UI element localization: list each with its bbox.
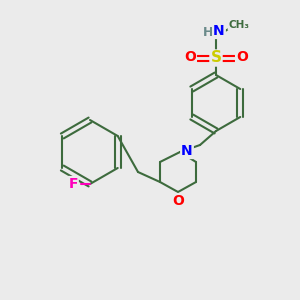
Text: H: H [203, 26, 213, 40]
Text: O: O [172, 194, 184, 208]
Text: O: O [184, 50, 196, 64]
Text: N: N [213, 24, 225, 38]
Text: F: F [68, 177, 78, 191]
Text: N: N [181, 144, 193, 158]
Text: S: S [211, 50, 221, 65]
Text: O: O [236, 50, 248, 64]
Text: CH₃: CH₃ [229, 20, 250, 30]
